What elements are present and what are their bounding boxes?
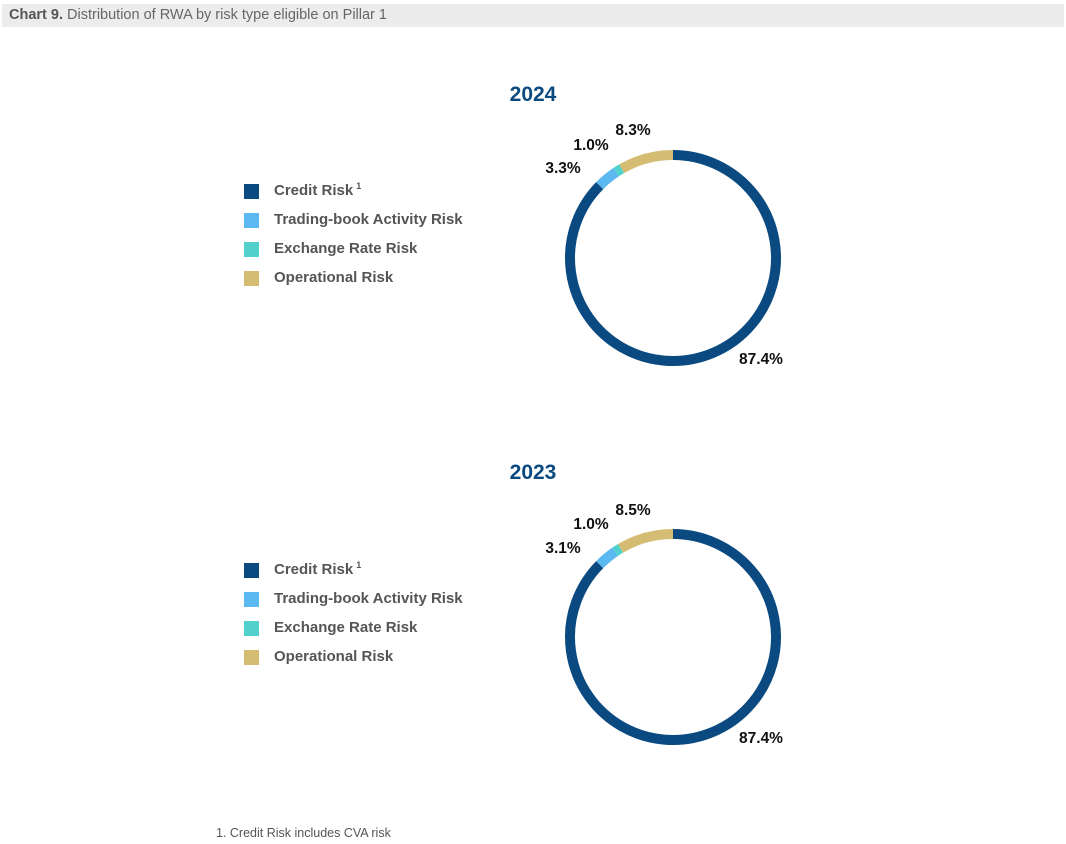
donut-chart-2023: 2023 87.4% 3.1% 1.0% 8.5% xyxy=(510,461,784,747)
footnote-marker: 1 xyxy=(356,181,362,191)
data-label-trading-book-risk: 3.3% xyxy=(545,160,581,177)
chart-number: Chart 9. xyxy=(9,7,63,23)
data-label-credit-risk: 87.4% xyxy=(739,351,783,368)
legend-label: Credit Risk xyxy=(274,182,354,199)
donut-slice-exchange-rate-risk xyxy=(613,164,625,177)
donut-slice-exchange-rate-risk xyxy=(612,544,624,556)
legend-swatch xyxy=(244,563,259,578)
legend-item-credit-risk: Credit Risk 1 xyxy=(244,560,504,590)
legend-swatch xyxy=(244,650,259,665)
chart-title: Distribution of RWA by risk type eligibl… xyxy=(67,7,387,23)
data-label-operational-risk: 8.5% xyxy=(615,502,651,519)
legend-label: Operational Risk xyxy=(274,269,394,286)
legend-swatch xyxy=(244,621,259,636)
legend-item-operational-risk: Operational Risk xyxy=(244,269,504,298)
legend-label: Trading-book Activity Risk xyxy=(274,211,463,228)
donut-chart-2024: 2024 87.4% 3.3% 1.0% 8.3% xyxy=(510,83,784,368)
legend-swatch xyxy=(244,213,259,228)
legend-label: Operational Risk xyxy=(274,648,394,665)
chart-year-title: 2024 xyxy=(510,83,557,106)
chart-year-title: 2023 xyxy=(510,461,557,484)
legend-item-credit-risk: Credit Risk 1 xyxy=(244,181,504,211)
legend-item-trading-book-risk: Trading-book Activity Risk xyxy=(244,211,504,240)
legend-label: Credit Risk xyxy=(274,561,354,578)
donut-slice-trading-book-risk xyxy=(596,167,620,190)
donut-slice-credit-risk xyxy=(565,529,781,745)
chart-header: Chart 9. Distribution of RWA by risk typ… xyxy=(2,4,1064,27)
legend-item-operational-risk: Operational Risk xyxy=(244,648,504,677)
legend-swatch xyxy=(244,271,259,286)
legend-swatch xyxy=(244,184,259,199)
data-label-trading-book-risk: 3.1% xyxy=(545,540,581,557)
footnote-marker: 1 xyxy=(356,560,362,570)
data-label-operational-risk: 8.3% xyxy=(615,122,651,139)
legend-item-exchange-rate-risk: Exchange Rate Risk xyxy=(244,240,504,269)
data-label-exchange-rate-risk: 1.0% xyxy=(573,516,609,533)
legend-swatch xyxy=(244,592,259,607)
legend-item-trading-book-risk: Trading-book Activity Risk xyxy=(244,590,504,619)
footnote: 1. Credit Risk includes CVA risk xyxy=(216,826,391,840)
data-label-credit-risk: 87.4% xyxy=(739,730,783,747)
legend-2024: Credit Risk 1 Trading-book Activity Risk … xyxy=(244,181,504,298)
legend-label: Exchange Rate Risk xyxy=(274,619,418,636)
donut-slice-trading-book-risk xyxy=(596,547,618,569)
chart-heading: Chart 9. Distribution of RWA by risk typ… xyxy=(9,7,387,23)
legend-label: Trading-book Activity Risk xyxy=(274,590,463,607)
legend-label: Exchange Rate Risk xyxy=(274,240,418,257)
donut-slice-operational-risk xyxy=(618,529,674,553)
legend-swatch xyxy=(244,242,259,257)
legend-2023: Credit Risk 1 Trading-book Activity Risk … xyxy=(244,560,504,677)
legend-item-exchange-rate-risk: Exchange Rate Risk xyxy=(244,619,504,648)
data-label-exchange-rate-risk: 1.0% xyxy=(573,137,609,154)
donut-slice-credit-risk xyxy=(565,150,781,366)
donut-slice-operational-risk xyxy=(619,150,674,174)
